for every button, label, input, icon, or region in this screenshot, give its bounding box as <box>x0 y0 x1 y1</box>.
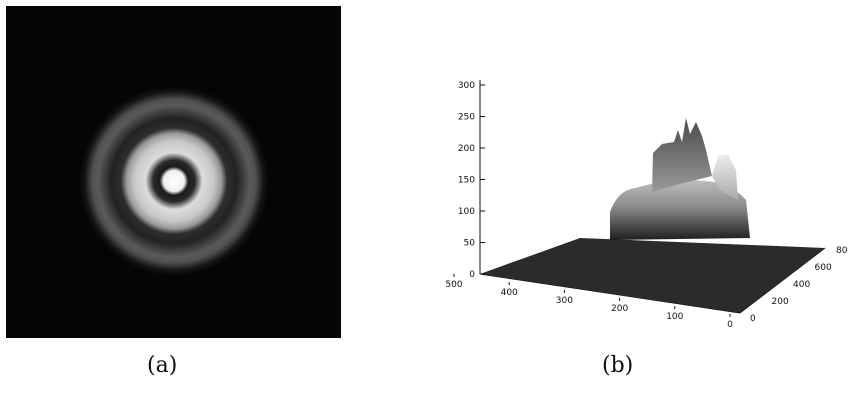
surface-plot: 0 50 100 150 200 250 300 500 400 300 200 100 0 0 200… <box>445 80 848 330</box>
surface-peak <box>652 118 712 192</box>
y-tick-label: 0 <box>750 314 756 324</box>
ring-pattern <box>79 86 269 276</box>
z-tick-label: 150 <box>458 176 475 186</box>
surface-base <box>480 238 825 313</box>
surface-peak-side <box>712 154 738 200</box>
y-tick-label: 600 <box>815 263 832 273</box>
z-tick-label: 50 <box>464 239 476 249</box>
y-tick-label: 200 <box>772 297 789 307</box>
x-axis-ticks: 500 400 300 200 100 0 <box>445 274 733 330</box>
panel-b-surface-plot: 0 50 100 150 200 250 300 500 400 300 200 100 0 0 200… <box>440 60 860 330</box>
caption-b: (b) <box>602 353 634 378</box>
y-tick-label: 80 <box>836 246 848 256</box>
z-tick-label: 0 <box>469 270 475 280</box>
z-tick-label: 200 <box>458 144 475 154</box>
surface-plateau <box>610 180 750 240</box>
y-axis-ticks: 0 200 400 600 80 <box>750 246 848 324</box>
x-tick-label: 500 <box>445 280 462 290</box>
x-tick-label: 100 <box>666 312 683 322</box>
z-tick-label: 250 <box>458 113 475 123</box>
x-tick-label: 300 <box>556 296 573 306</box>
concentric-rings-image <box>6 6 341 338</box>
x-tick-label: 200 <box>611 304 628 314</box>
x-tick-label: 400 <box>501 288 518 298</box>
z-tick-label: 100 <box>458 207 475 217</box>
x-tick-label: 0 <box>727 320 733 330</box>
caption-a: (a) <box>147 353 178 378</box>
panel-a-image <box>6 6 341 338</box>
z-axis-ticks: 0 50 100 150 200 250 300 <box>458 81 485 280</box>
z-tick-label: 300 <box>458 81 475 91</box>
y-tick-label: 400 <box>793 280 810 290</box>
